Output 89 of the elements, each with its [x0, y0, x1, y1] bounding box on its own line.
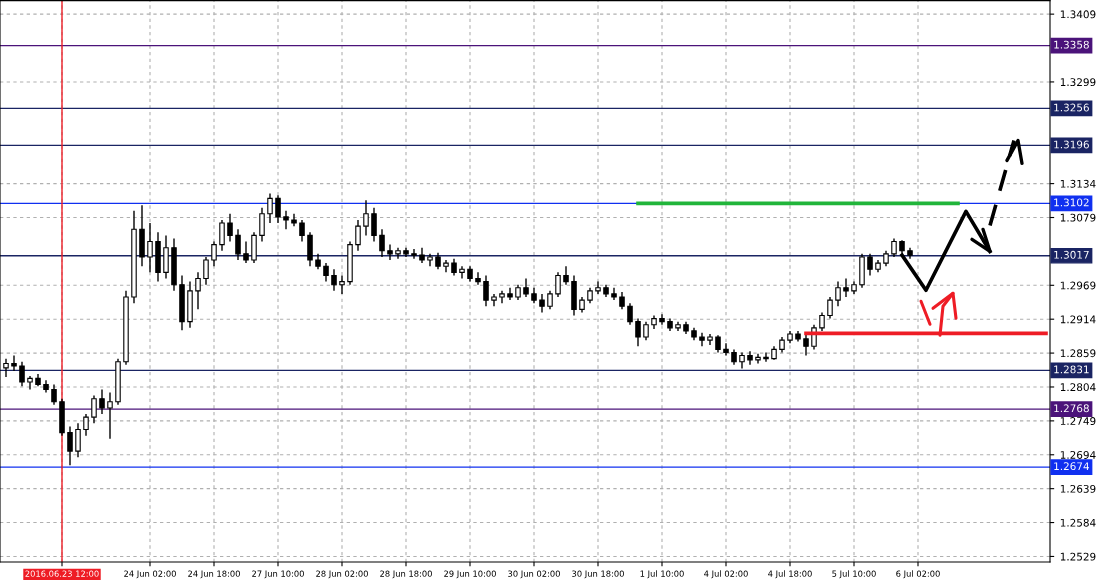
candlestick — [595, 280, 601, 295]
candlestick — [275, 194, 281, 224]
candlestick — [299, 219, 305, 243]
ref-line-label: 1.2768 — [1054, 404, 1089, 413]
candlestick — [819, 311, 825, 332]
candlestick — [211, 240, 217, 267]
candlestick — [67, 425, 73, 466]
candlestick — [411, 248, 417, 260]
candlestick — [539, 293, 545, 314]
candlestick — [763, 351, 769, 363]
candlestick — [627, 302, 633, 326]
candlestick — [363, 199, 369, 237]
candlestick — [523, 277, 529, 298]
y-tick-label: 1.2969 — [1060, 281, 1096, 290]
candlestick — [891, 237, 897, 258]
candlestick — [259, 206, 265, 243]
candlestick — [379, 228, 385, 258]
candlestick — [283, 210, 289, 230]
y-tick-label: 1.2639 — [1060, 484, 1096, 493]
x-tick-label: 28 Jun 18:00 — [380, 570, 432, 579]
candlestick — [475, 271, 481, 286]
y-tick-label: 1.2914 — [1060, 315, 1096, 324]
candlestick — [147, 222, 153, 274]
candlestick — [723, 342, 729, 357]
ref-line-label: 1.3017 — [1054, 250, 1089, 259]
y-tick-label: 1.3409 — [1060, 10, 1096, 19]
y-tick-label: 1.2529 — [1060, 552, 1096, 561]
candlestick — [803, 333, 809, 357]
candlestick — [219, 219, 225, 252]
x-tick-label: 24 Jun 18:00 — [188, 570, 240, 579]
candlestick — [227, 213, 233, 243]
x-tick-label: 4 Jul 18:00 — [768, 570, 812, 579]
x-tick-label: 1 Jul 10:00 — [640, 570, 684, 579]
candlestick — [19, 361, 25, 388]
x-tick-label: 29 Jun 10:00 — [444, 570, 496, 579]
candlestick — [51, 383, 57, 406]
candlestick — [635, 317, 641, 348]
x-tick-label: 30 Jun 18:00 — [572, 570, 624, 579]
candlestick — [339, 274, 345, 295]
candlestick — [235, 228, 241, 261]
ref-line-label: 1.2831 — [1054, 365, 1089, 374]
candlestick — [843, 277, 849, 298]
y-tick-label: 1.2749 — [1060, 417, 1096, 425]
candlestick — [547, 290, 553, 311]
y-tick-label: 1.3134 — [1060, 179, 1096, 188]
candlestick — [107, 391, 113, 440]
ref-line-label: 1.3196 — [1054, 140, 1089, 149]
x-tick-label: 2016.06.23 12:00 — [25, 570, 99, 577]
candlestick — [563, 265, 569, 286]
candlestick — [91, 394, 97, 425]
candlestick — [203, 256, 209, 286]
x-tick-label: 24 Jun 02:00 — [124, 570, 176, 579]
candlestick — [659, 313, 665, 326]
candlestick — [371, 206, 377, 243]
candlestick — [75, 422, 81, 458]
ref-line-label: 1.2674 — [1054, 462, 1090, 471]
candlestick — [827, 296, 833, 320]
x-tick-label: 30 Jun 02:00 — [508, 570, 560, 579]
candlestick — [459, 265, 465, 280]
y-tick-label: 1.2859 — [1060, 349, 1096, 358]
x-tick-label: 28 Jun 02:00 — [316, 570, 368, 579]
candlestick — [835, 280, 841, 307]
candlestick — [195, 271, 201, 311]
x-tick-label: 27 Jun 10:00 — [252, 570, 304, 579]
ref-line-label: 1.3358 — [1054, 40, 1089, 49]
candlestick — [355, 219, 361, 252]
candlestick — [555, 271, 561, 298]
candlestick — [3, 357, 9, 378]
candlestick — [867, 253, 873, 277]
candlestick — [323, 262, 329, 283]
y-tick-label: 1.3299 — [1060, 78, 1096, 87]
candlestick — [483, 274, 489, 307]
x-tick-label: 5 Jul 10:00 — [832, 570, 876, 579]
y-tick-label: 1.2694 — [1060, 451, 1096, 459]
candlestick — [267, 192, 273, 224]
ref-line-label: 1.3256 — [1054, 103, 1089, 112]
x-tick-label: 6 Jul 02:00 — [896, 570, 940, 579]
candlestick — [99, 388, 105, 415]
candlestick — [243, 240, 249, 264]
candlestick — [643, 320, 649, 341]
candlestick — [331, 268, 337, 292]
y-tick-label: 1.2584 — [1060, 518, 1096, 527]
x-tick-label: 4 Jul 02:00 — [704, 570, 748, 579]
y-tick-label: 1.3079 — [1060, 213, 1096, 222]
y-tick-label: 1.2804 — [1060, 383, 1096, 392]
candlestick — [83, 413, 89, 437]
ref-line-label: 1.3102 — [1054, 198, 1089, 207]
candlestick — [387, 243, 393, 261]
candlestick — [11, 354, 17, 372]
